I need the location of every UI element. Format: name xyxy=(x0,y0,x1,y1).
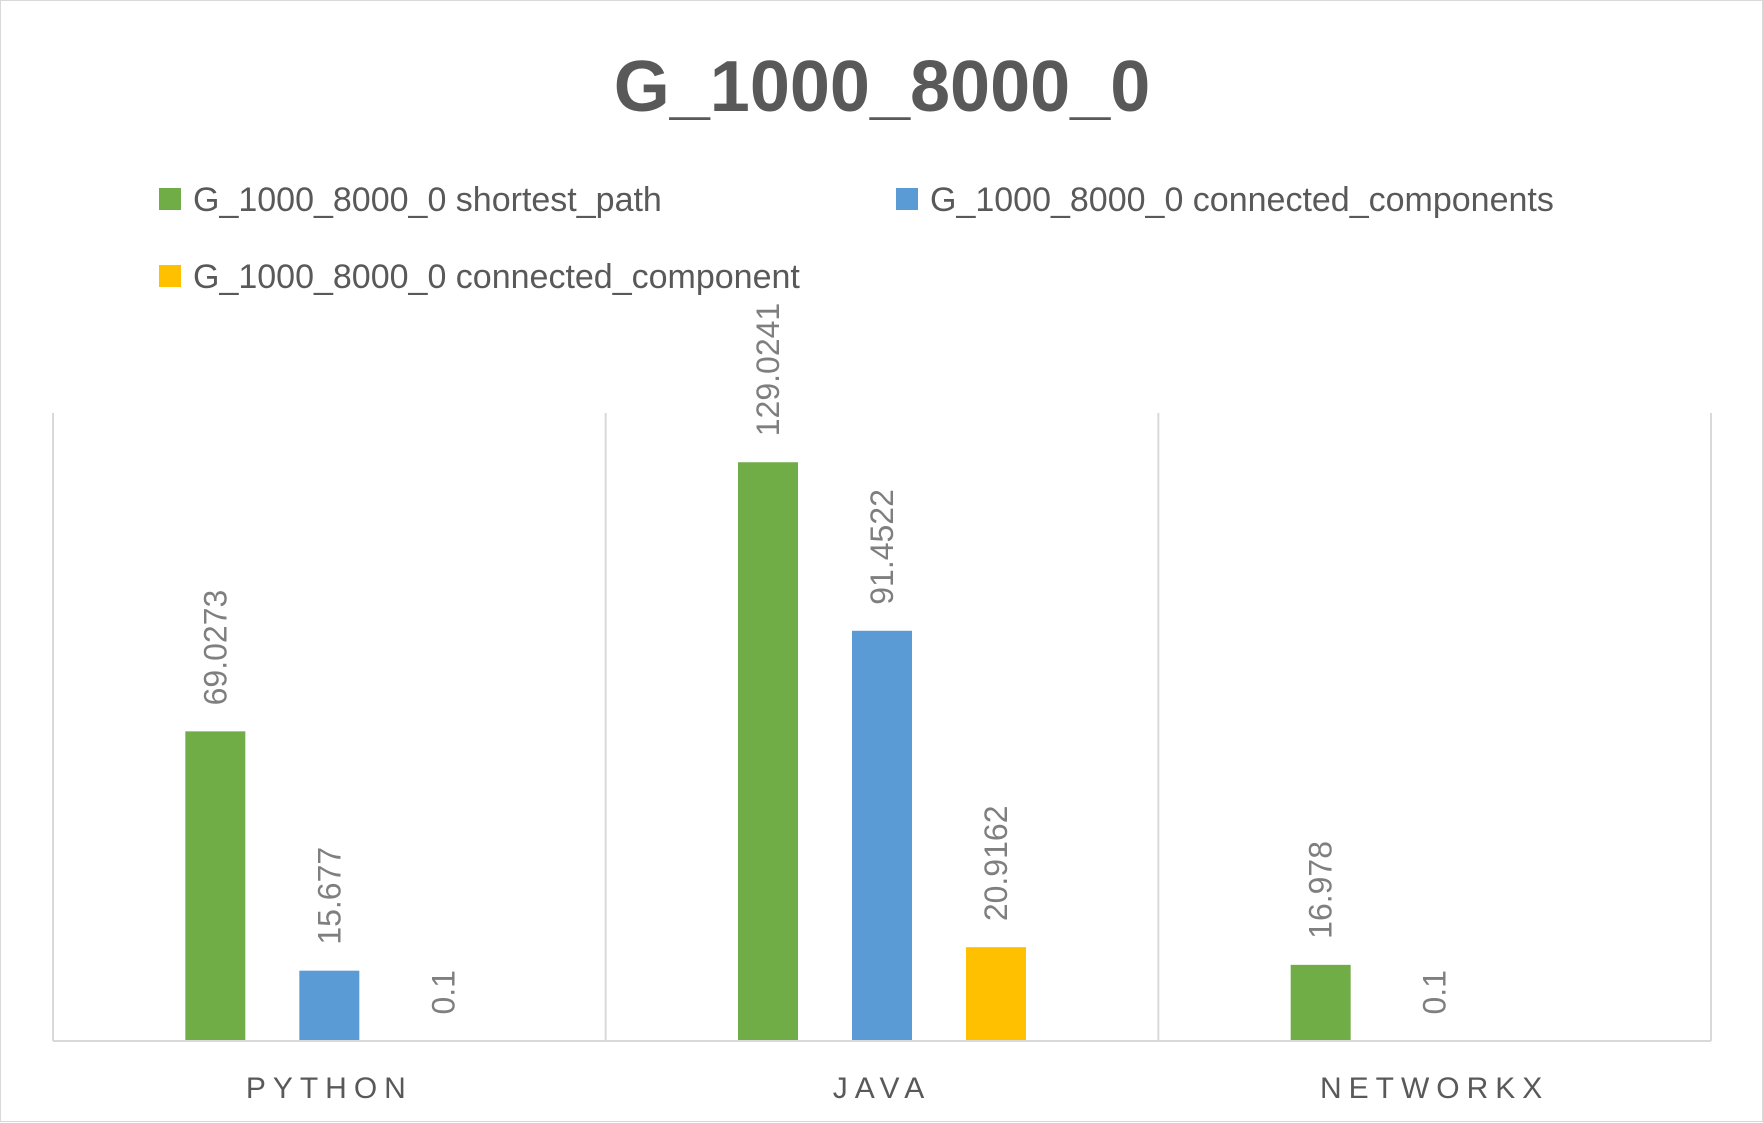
data-label-1-1: 91.4522 xyxy=(864,489,900,605)
legend-label-1: G_1000_8000_0 connected_components xyxy=(930,181,1554,219)
legend-swatch-2 xyxy=(159,265,181,287)
data-label-1-2: 0.1 xyxy=(1417,970,1453,1014)
legend-item-0: G_1000_8000_0 shortest_path xyxy=(159,181,662,219)
category-label-2: NETWORKX xyxy=(1320,1072,1549,1105)
data-label-2-0: 0.1 xyxy=(425,970,461,1014)
bar-2-1 xyxy=(966,947,1026,1041)
legend-swatch-0 xyxy=(159,188,181,210)
data-label-0-2: 16.978 xyxy=(1303,841,1339,939)
legend: G_1000_8000_0 shortest_path G_1000_8000_0… xyxy=(159,181,1554,296)
bar-0-0 xyxy=(185,731,245,1041)
category-label-1: JAVA xyxy=(833,1072,932,1105)
chart-title: G_1000_8000_0 xyxy=(614,47,1151,127)
legend-item-1: G_1000_8000_0 connected_components xyxy=(896,181,1554,219)
data-label-1-0: 15.677 xyxy=(311,847,347,945)
plot-area: 69.0273 15.677 0.1 PYTHON 129.0241 91.4522 20.… xyxy=(53,303,1711,1105)
legend-item-2: G_1000_8000_0 connected_component xyxy=(159,258,800,296)
legend-swatch-1 xyxy=(896,188,918,210)
legend-label-2: G_1000_8000_0 connected_component xyxy=(193,258,800,296)
bar-0-2 xyxy=(1291,965,1351,1041)
data-label-2-1: 20.9162 xyxy=(978,806,1014,922)
data-label-0-0: 69.0273 xyxy=(197,590,233,706)
bar-1-0 xyxy=(299,971,359,1041)
bar-1-1 xyxy=(852,631,912,1041)
data-label-0-1: 129.0241 xyxy=(750,303,786,436)
bar-0-1 xyxy=(738,462,798,1041)
legend-label-0: G_1000_8000_0 shortest_path xyxy=(193,181,662,219)
category-label-0: PYTHON xyxy=(246,1072,413,1105)
